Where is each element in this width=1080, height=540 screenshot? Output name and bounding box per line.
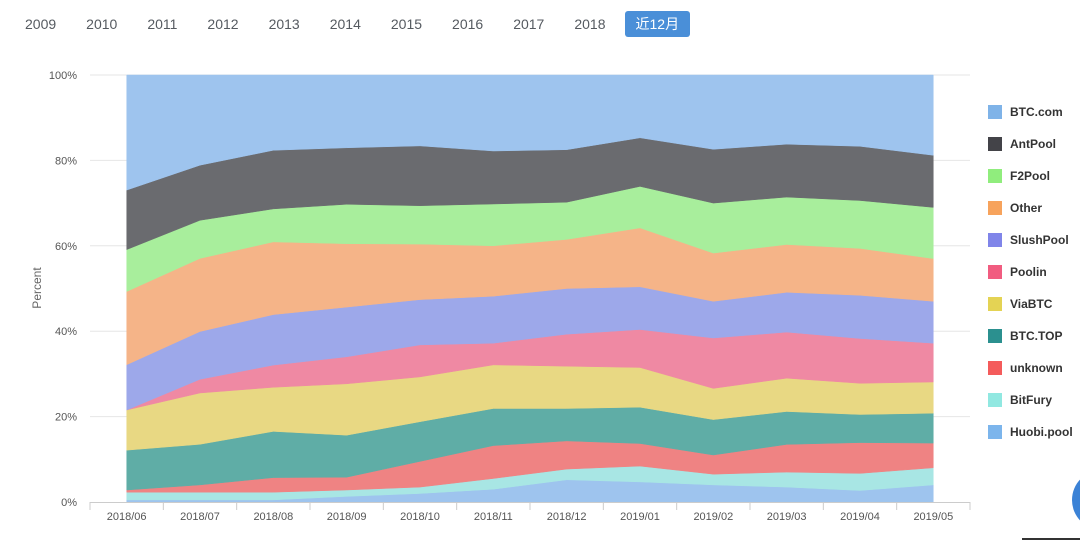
legend-swatch: [988, 169, 1002, 183]
legend-label: unknown: [1010, 361, 1063, 375]
legend-swatch: [988, 329, 1002, 343]
legend-label: Other: [1010, 201, 1043, 215]
year-tab-2015[interactable]: 2015: [390, 16, 423, 32]
y-tick-label: 20%: [55, 412, 77, 424]
legend-swatch: [988, 233, 1002, 247]
area-btc-com[interactable]: [126, 74, 934, 191]
divider: [1022, 538, 1080, 540]
legend-swatch: [988, 297, 1002, 311]
y-tick-label: 40%: [55, 326, 77, 338]
x-tick-label: 2018/12: [547, 511, 587, 523]
year-tab-2010[interactable]: 2010: [86, 16, 118, 32]
x-tick-label: 2018/09: [327, 511, 367, 523]
legend-item-btc-top[interactable]: BTC.TOP: [988, 320, 1073, 352]
y-tick-label: 100%: [49, 70, 77, 82]
legend-item-viabtc[interactable]: ViaBTC: [988, 288, 1073, 320]
x-tick-label: 2019/03: [767, 511, 807, 523]
legend-item-f2pool[interactable]: F2Pool: [988, 160, 1073, 192]
year-tab-2017[interactable]: 2017: [513, 16, 545, 32]
legend-label: AntPool: [1010, 137, 1056, 151]
x-tick-label: 2018/11: [474, 511, 513, 523]
year-tab-2012[interactable]: 2012: [207, 16, 239, 32]
legend-item-poolin[interactable]: Poolin: [988, 256, 1073, 288]
x-tick-label: 2018/08: [253, 511, 293, 523]
legend-swatch: [988, 265, 1002, 279]
legend-swatch: [988, 425, 1002, 439]
x-tick-label: 2019/02: [693, 511, 733, 523]
legend-item-antpool[interactable]: AntPool: [988, 128, 1073, 160]
legend-label: Huobi.pool: [1010, 425, 1073, 439]
legend-item-unknown[interactable]: unknown: [988, 352, 1073, 384]
year-tab-2016[interactable]: 2016: [452, 16, 484, 32]
y-tick-label: 0%: [61, 497, 77, 509]
legend-item-btc-com[interactable]: BTC.com: [988, 96, 1073, 128]
legend-item-other[interactable]: Other: [988, 192, 1073, 224]
year-tab-2014[interactable]: 2014: [329, 16, 361, 32]
area-series: [126, 74, 934, 503]
year-tab-bar: 2009 2010 2011 2012 2013 2014 2015 2016 2017 2018…: [14, 10, 698, 38]
legend-label: BTC.com: [1010, 105, 1063, 119]
x-tick-label: 2019/01: [620, 511, 660, 523]
x-tick-label: 2018/10: [400, 511, 440, 523]
axes: 0% 20% 40% 60% 80% 100% 2018/06 2018/07 2018/08 2…: [49, 70, 971, 523]
stacked-area-chart: 0% 20% 40% 60% 80% 100% 2018/06 2018/07 2018/08 2…: [30, 70, 971, 523]
legend-item-huobi-pool[interactable]: Huobi.pool: [988, 416, 1073, 448]
x-tick-label: 2019/05: [913, 511, 953, 523]
legend-label: Poolin: [1010, 265, 1047, 279]
y-axis-title: Percent: [30, 267, 44, 309]
year-tab-近12月[interactable]: 近12月: [624, 11, 691, 37]
year-tab-2013[interactable]: 2013: [268, 16, 300, 32]
legend-swatch: [988, 361, 1002, 375]
legend-label: ViaBTC: [1010, 297, 1053, 311]
legend-label: SlushPool: [1010, 233, 1069, 247]
x-tick-label: 2018/07: [180, 511, 220, 523]
legend-item-slushpool[interactable]: SlushPool: [988, 224, 1073, 256]
legend-swatch: [988, 201, 1002, 215]
legend-label: BitFury: [1010, 393, 1052, 407]
x-tick-label: 2018/06: [107, 511, 147, 523]
chart-legend: BTC.com AntPool F2Pool Other SlushPool Poolin…: [988, 96, 1073, 448]
y-tick-label: 60%: [55, 241, 77, 253]
legend-label: BTC.TOP: [1010, 329, 1063, 343]
floating-action-button[interactable]: [1072, 470, 1080, 530]
legend-label: F2Pool: [1010, 169, 1051, 183]
legend-swatch: [988, 137, 1002, 151]
legend-swatch: [988, 105, 1002, 119]
year-tab-2009[interactable]: 2009: [25, 16, 57, 32]
y-tick-label: 80%: [55, 155, 77, 167]
legend-swatch: [988, 393, 1002, 407]
legend-item-bitfury[interactable]: BitFury: [988, 384, 1073, 416]
year-tab-2011[interactable]: 2011: [147, 16, 178, 32]
year-tab-2018[interactable]: 2018: [574, 16, 606, 32]
x-tick-label: 2019/04: [840, 511, 880, 523]
